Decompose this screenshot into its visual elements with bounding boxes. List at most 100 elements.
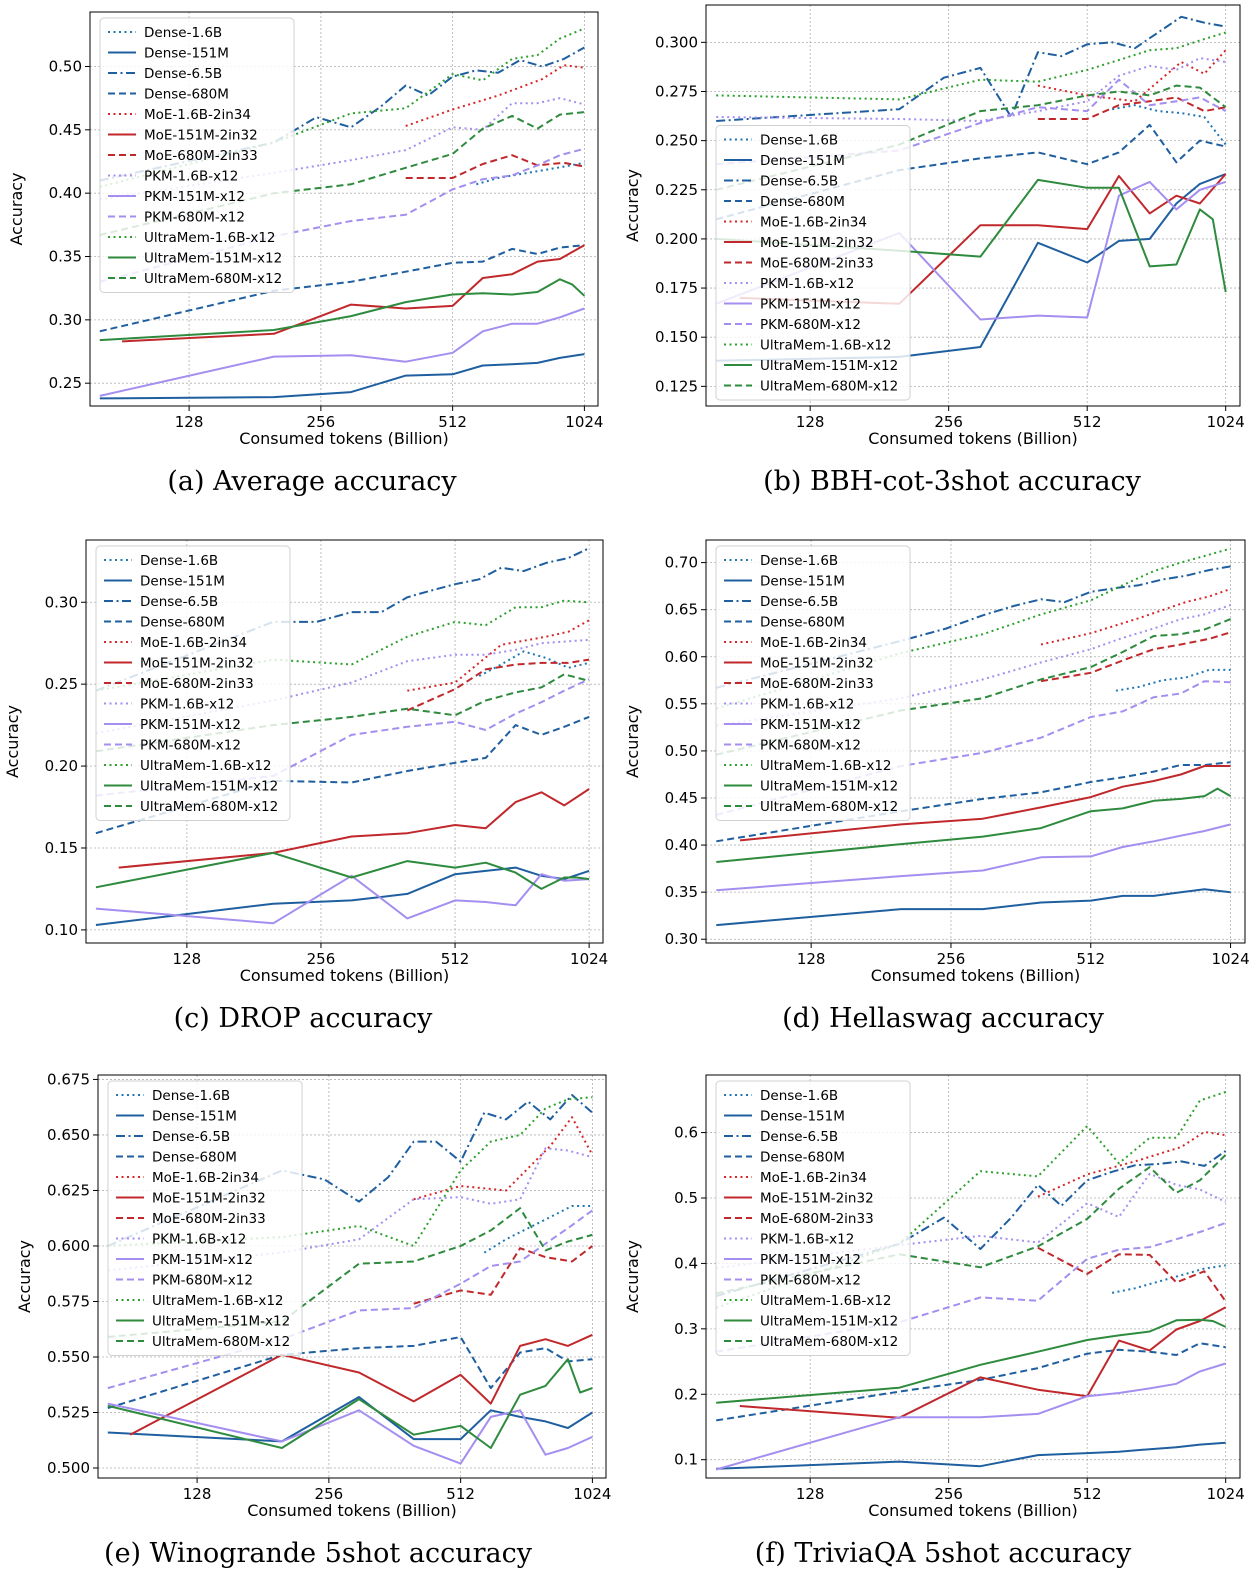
y-tick-label: 0.70	[665, 554, 698, 572]
y-tick-label: 0.60	[665, 648, 698, 666]
legend-label: PKM-1.6B-x12	[760, 276, 854, 292]
series-line-pkm-1-6b-x12	[716, 604, 1231, 727]
panel-caption: (a) Average accuracy	[167, 466, 457, 497]
y-tick-label: 0.25	[49, 374, 82, 392]
series-line-pkm-680m-x12	[99, 147, 585, 283]
y-tick-label: 0.675	[47, 1070, 90, 1088]
legend-label: Dense-1.6B	[760, 1088, 838, 1104]
y-tick-label: 0.35	[49, 248, 82, 266]
series-line-moe-680m-2in33	[1037, 1246, 1227, 1302]
x-tick-label: 256	[937, 950, 966, 968]
series-line-moe-151m-2in32	[740, 765, 1231, 842]
y-tick-label: 0.550	[47, 1348, 90, 1366]
panel-caption: (f) TriviaQA 5shot accuracy	[755, 1538, 1132, 1569]
series-line-pkm-680m-x12	[107, 1209, 593, 1390]
chart-panel-5: 128 256 512 1024 0.1 0.2 0.3 0.4 0.5 0.6 Dense-1.6…	[623, 1074, 1245, 1569]
series-line-dense-1-6b	[1115, 668, 1231, 692]
series-line-moe-680m-2in33	[406, 658, 590, 712]
legend-label: UltraMem-680M-x12	[760, 1334, 898, 1350]
legend-label: Dense-6.5B	[760, 594, 838, 610]
series-line-dense-151m	[716, 173, 1227, 362]
legend-label: UltraMem-680M-x12	[144, 271, 282, 287]
legend-label: Dense-6.5B	[760, 174, 838, 190]
y-tick-label: 0.5	[674, 1189, 698, 1207]
series-line-ultramem-680m-x12	[107, 1207, 593, 1338]
series-line-moe-680m-2in33	[405, 154, 585, 179]
series-line-moe-151m-2in32	[122, 244, 585, 343]
legend-label: PKM-1.6B-x12	[144, 169, 238, 185]
chart-panel-1: 128 256 512 1024 0.125 0.150 0.175 0.200 0.225 0.…	[623, 4, 1245, 497]
legend-label: PKM-1.6B-x12	[760, 697, 854, 713]
legend-label: MoE-1.6B-2in34	[140, 635, 247, 651]
legend-box	[715, 125, 911, 401]
series-line-pkm-151m-x12	[716, 823, 1231, 892]
legend-label: Dense-151M	[760, 153, 845, 169]
legend-label: MoE-1.6B-2in34	[144, 107, 251, 123]
legend-label: UltraMem-680M-x12	[152, 1334, 290, 1350]
series-group	[716, 547, 1232, 927]
series-line-ultramem-1-6b-x12	[715, 1091, 1227, 1309]
series-line-dense-6-5b	[716, 565, 1231, 689]
series-group	[99, 27, 586, 400]
y-axis-label: Accuracy	[623, 705, 642, 778]
x-tick-label: 128	[796, 1485, 825, 1503]
series-line-ultramem-680m-x12	[99, 111, 585, 236]
legend-label: MoE-680M-2in33	[760, 676, 874, 692]
series-line-ultramem-1-6b-x12	[95, 599, 590, 692]
legend-label: PKM-151M-x12	[152, 1252, 253, 1268]
series-line-dense-6-5b	[95, 547, 590, 692]
x-axis-label: Consumed tokens (Billion)	[871, 966, 1081, 985]
legend-label: MoE-1.6B-2in34	[152, 1170, 259, 1186]
series-line-dense-1-6b	[1111, 104, 1227, 146]
series-line-pkm-151m-x12	[715, 1362, 1226, 1471]
series-line-pkm-151m-x12	[715, 180, 1226, 321]
y-tick-label: 0.65	[665, 601, 698, 619]
series-line-dense-151m	[716, 1441, 1226, 1470]
series-line-dense-680m	[99, 244, 585, 333]
y-tick-label: 0.1	[674, 1451, 698, 1469]
legend-label: Dense-151M	[144, 46, 229, 62]
x-tick-label: 512	[1076, 950, 1105, 968]
axes-frame	[85, 539, 604, 944]
series-line-ultramem-151m-x12	[716, 787, 1232, 863]
series-line-moe-1-6b-2in34	[413, 1116, 594, 1201]
y-tick-label: 0.2	[674, 1385, 698, 1403]
legend-label: MoE-680M-2in33	[152, 1211, 266, 1227]
x-tick-label: 512	[446, 1485, 475, 1503]
series-line-pkm-680m-x12	[716, 680, 1231, 816]
series-line-moe-1-6b-2in34	[1037, 1130, 1226, 1198]
series-line-ultramem-151m-x12	[716, 178, 1227, 293]
legend-label: MoE-680M-2in33	[144, 148, 258, 164]
legend-label: Dense-151M	[760, 574, 845, 590]
y-tick-label: 0.40	[49, 184, 82, 202]
legend-label: UltraMem-151M-x12	[760, 1314, 898, 1330]
series-line-dense-6-5b	[107, 1094, 594, 1247]
y-tick-label: 0.45	[665, 789, 698, 807]
y-tick-label: 0.575	[47, 1292, 90, 1310]
legend-label: Dense-1.6B	[760, 553, 838, 569]
x-tick-label: 512	[1073, 413, 1102, 431]
series-line-pkm-151m-x12	[95, 873, 590, 925]
legend-label: UltraMem-1.6B-x12	[152, 1293, 284, 1309]
series-line-ultramem-151m-x12	[99, 278, 586, 342]
y-tick-label: 0.35	[665, 883, 698, 901]
legend-label: MoE-1.6B-2in34	[760, 215, 867, 231]
y-tick-label: 0.625	[47, 1181, 90, 1199]
y-tick-label: 0.25	[45, 675, 78, 693]
legend-box	[107, 1080, 303, 1356]
legend-label: UltraMem-1.6B-x12	[760, 1293, 892, 1309]
legend-label: UltraMem-1.6B-x12	[140, 758, 272, 774]
legend-label: UltraMem-680M-x12	[140, 799, 278, 815]
y-tick-label: 0.45	[49, 121, 82, 139]
y-tick-label: 0.150	[655, 328, 698, 346]
series-line-ultramem-151m-x12	[95, 851, 590, 890]
legend-label: MoE-151M-2in32	[152, 1191, 266, 1207]
x-axis-label: Consumed tokens (Billion)	[868, 429, 1078, 448]
legend-label: Dense-6.5B	[152, 1129, 230, 1145]
legend-label: MoE-151M-2in32	[144, 128, 258, 144]
x-tick-label: 128	[175, 413, 204, 431]
x-tick-label: 512	[441, 950, 470, 968]
y-tick-label: 0.30	[49, 311, 82, 329]
series-line-moe-151m-2in32	[129, 1333, 593, 1436]
series-line-pkm-151m-x12	[107, 1402, 593, 1465]
